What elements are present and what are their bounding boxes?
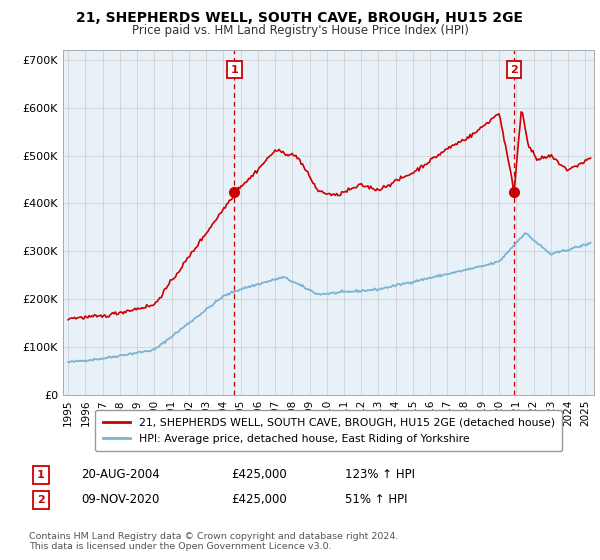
Legend: 21, SHEPHERDS WELL, SOUTH CAVE, BROUGH, HU15 2GE (detached house), HPI: Average : 21, SHEPHERDS WELL, SOUTH CAVE, BROUGH, … (95, 410, 562, 451)
Text: 21, SHEPHERDS WELL, SOUTH CAVE, BROUGH, HU15 2GE: 21, SHEPHERDS WELL, SOUTH CAVE, BROUGH, … (77, 11, 523, 25)
Text: 2: 2 (37, 494, 44, 505)
Text: 1: 1 (37, 470, 44, 480)
Text: 20-AUG-2004: 20-AUG-2004 (81, 468, 160, 482)
Text: 51% ↑ HPI: 51% ↑ HPI (345, 493, 407, 506)
Text: Contains HM Land Registry data © Crown copyright and database right 2024.
This d: Contains HM Land Registry data © Crown c… (29, 532, 398, 552)
Text: 1: 1 (230, 64, 238, 74)
Text: 2: 2 (510, 64, 518, 74)
Text: 09-NOV-2020: 09-NOV-2020 (81, 493, 160, 506)
Text: 123% ↑ HPI: 123% ↑ HPI (345, 468, 415, 482)
Text: £425,000: £425,000 (231, 493, 287, 506)
Text: £425,000: £425,000 (231, 468, 287, 482)
Text: Price paid vs. HM Land Registry's House Price Index (HPI): Price paid vs. HM Land Registry's House … (131, 24, 469, 36)
